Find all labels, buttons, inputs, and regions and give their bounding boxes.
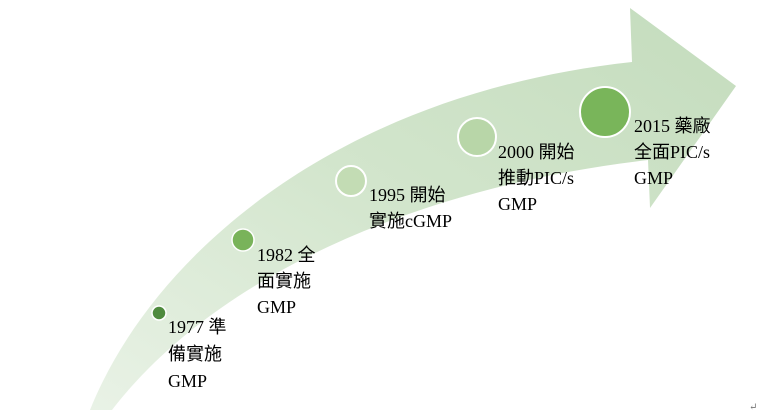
- label: 1977 準: [168, 317, 227, 337]
- label: GMP: [168, 371, 207, 391]
- milestone-dot: [231, 228, 255, 252]
- label: 1982 全: [257, 245, 316, 265]
- label: 全面PIC/s: [634, 142, 710, 162]
- label: 面實施: [257, 271, 311, 291]
- label: 2015 藥廠: [634, 115, 711, 136]
- arrow: [90, 8, 736, 410]
- paragraph-mark: ↵: [749, 402, 757, 413]
- milestone-dot: [457, 117, 497, 157]
- label: GMP: [634, 168, 673, 188]
- label: 備實施: [168, 344, 222, 364]
- label: 1995 開始: [369, 185, 446, 205]
- label: GMP: [498, 194, 537, 214]
- label: GMP: [257, 297, 296, 317]
- label: 實施cGMP: [369, 211, 452, 231]
- milestone-dot: [335, 165, 367, 197]
- milestone-dot: [151, 305, 167, 321]
- label: 2000 開始: [498, 142, 575, 162]
- milestone-dot: [579, 86, 631, 138]
- label: 推動PIC/s: [498, 168, 574, 188]
